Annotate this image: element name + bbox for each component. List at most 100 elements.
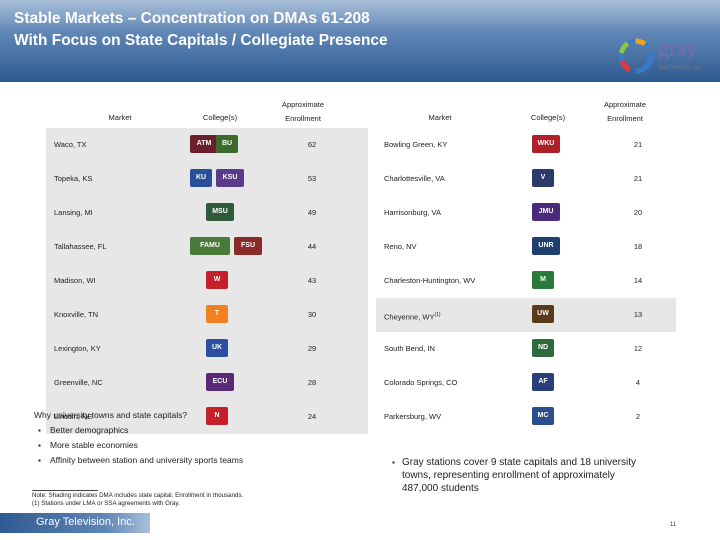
market-name-text: Greenville, NC	[54, 378, 103, 387]
title-line-2: With Focus on State Capitals / Collegiat…	[14, 32, 388, 49]
col-header-colleges-right: College(s)	[530, 113, 566, 122]
enrollment-value: 21	[633, 174, 643, 183]
col-header-colleges-left: College(s)	[202, 113, 238, 122]
enrollment-value: 20	[633, 208, 643, 217]
college-logo-icon: M	[532, 271, 554, 289]
logo-wordmark: gray	[658, 36, 698, 61]
col-header-enrollment-right: Approximate Enrollment	[590, 98, 660, 126]
notes-divider	[32, 490, 98, 491]
market-name: South Bend, IN	[384, 332, 435, 366]
market-name: Lincoln, NE	[54, 400, 92, 434]
enrollment-value: 12	[633, 344, 643, 353]
enrollment-value: 62	[307, 140, 317, 149]
market-name-text: Topeka, KS	[54, 174, 93, 183]
col-header-enrollment-left-line1: Approximate	[281, 100, 325, 109]
footnote-2: (1) Stations under LMA or SSA agreements…	[32, 500, 180, 507]
enrollment-value: 49	[307, 208, 317, 217]
market-name: Lexington, KY	[54, 332, 101, 366]
market-name-text: Harrisonburg, VA	[384, 208, 441, 217]
enrollment-value: 24	[307, 412, 317, 421]
market-name: Bowling Green, KY	[384, 128, 447, 162]
college-logo-icon: JMU	[532, 203, 560, 221]
callout: Gray stations cover 9 state capitals and…	[388, 456, 638, 495]
market-name-text: Colorado Springs, CO	[384, 378, 458, 387]
market-name-text: Waco, TX	[54, 140, 87, 149]
college-logo-icon: BU	[216, 135, 238, 153]
market-name: Knoxville, TN	[54, 298, 98, 332]
enrollment-value: 30	[307, 310, 317, 319]
college-logo-icon: FAMU	[190, 237, 230, 255]
market-name-text: Lincoln, NE	[54, 412, 93, 421]
table-row: Waco, TX ATM BU 62	[46, 128, 368, 162]
market-name-text: Bowling Green, KY	[384, 140, 448, 149]
table-row: Charleston-Huntington, WV M 14	[376, 264, 676, 298]
why-bullet: Better demographics	[34, 423, 243, 438]
college-logo-icon: ATM	[190, 135, 218, 153]
why-heading: Why university towns and state capitals?	[34, 410, 188, 420]
college-logo-icon: FSU	[234, 237, 262, 255]
table-row: Charlottesville, VA V 21	[376, 162, 676, 196]
table-row: Lexington, KY UK 29	[46, 332, 368, 366]
market-name-text: Charleston-Huntington, WV	[384, 276, 476, 285]
gray-logo: gray Gray Television, Inc.	[616, 36, 703, 82]
enrollment-value: 29	[307, 344, 317, 353]
college-logo-icon: AF	[532, 373, 554, 391]
college-logo-icon: MSU	[206, 203, 234, 221]
enrollment-value: 53	[307, 174, 317, 183]
gray-logo-mark-icon	[618, 38, 654, 74]
logo-tagline: Gray Television, Inc.	[658, 65, 703, 71]
college-logo-icon: ECU	[206, 373, 234, 391]
market-name: Waco, TX	[54, 128, 87, 162]
market-name-text: Parkersburg, WV	[384, 412, 442, 421]
market-name: Cheyenne, WY(1)	[384, 298, 441, 332]
why-bullet: Affinity between station and university …	[34, 453, 243, 468]
why-bullet: More stable economies	[34, 438, 243, 453]
market-name-text: Madison, WI	[54, 276, 96, 285]
col-header-enrollment-right-line1: Approximate	[603, 100, 647, 109]
college-logo-icon: UNR	[532, 237, 560, 255]
market-name: Tallahassee, FL	[54, 230, 107, 264]
enrollment-value: 21	[633, 140, 643, 149]
market-name: Harrisonburg, VA	[384, 196, 441, 230]
table-row: Topeka, KS KU KSU 53	[46, 162, 368, 196]
title-line-1: Stable Markets – Concentration on DMAs 6…	[14, 10, 370, 27]
page-title: Stable Markets – Concentration on DMAs 6…	[14, 8, 388, 52]
market-name-text: Knoxville, TN	[54, 310, 99, 319]
market-name-text: Tallahassee, FL	[54, 242, 107, 251]
enrollment-value: 2	[635, 412, 641, 421]
market-name: Topeka, KS	[54, 162, 92, 196]
enrollment-value: 4	[635, 378, 641, 387]
market-name-text: Lansing, MI	[54, 208, 93, 217]
market-name: Charleston-Huntington, WV	[384, 264, 475, 298]
market-footnote-marker: (1)	[434, 312, 441, 318]
market-name: Madison, WI	[54, 264, 96, 298]
college-logo-icon: KSU	[216, 169, 244, 187]
college-logo-icon: W	[206, 271, 228, 289]
col-header-market-right: Market	[428, 113, 452, 122]
market-name: Charlottesville, VA	[384, 162, 445, 196]
college-logo-icon: N	[206, 407, 228, 425]
table-row: Harrisonburg, VA JMU 20	[376, 196, 676, 230]
footer-banner: Gray Television, Inc.	[0, 513, 150, 533]
enrollment-value: 44	[307, 242, 317, 251]
table-row: Parkersburg, WV MC 2	[376, 400, 676, 434]
col-header-enrollment-left-line2: Enrollment	[285, 114, 321, 123]
footnote-1: Note: Shading indicates DMA includes sta…	[32, 492, 244, 499]
col-header-market-left: Market	[108, 113, 132, 122]
col-header-enrollment-right-line2: Enrollment	[607, 114, 643, 123]
college-logo-icon: UK	[206, 339, 228, 357]
college-logo-icon: UW	[532, 305, 554, 323]
title-banner: Stable Markets – Concentration on DMAs 6…	[0, 0, 720, 82]
footnotes: Note: Shading indicates DMA includes sta…	[32, 492, 243, 508]
market-name: Colorado Springs, CO	[384, 366, 457, 400]
table-row: South Bend, IN ND 12	[376, 332, 676, 366]
college-logo-icon: MC	[532, 407, 554, 425]
market-name: Lansing, MI	[54, 196, 93, 230]
market-name: Parkersburg, WV	[384, 400, 441, 434]
market-name-text: Cheyenne, WY	[384, 312, 435, 322]
enrollment-value: 43	[307, 276, 317, 285]
why-block: Why university towns and state capitals?…	[34, 408, 243, 468]
market-name-text: Reno, NV	[384, 242, 417, 251]
table-row: Colorado Springs, CO AF 4	[376, 366, 676, 400]
table-row: Tallahassee, FL FAMU FSU 44	[46, 230, 368, 264]
